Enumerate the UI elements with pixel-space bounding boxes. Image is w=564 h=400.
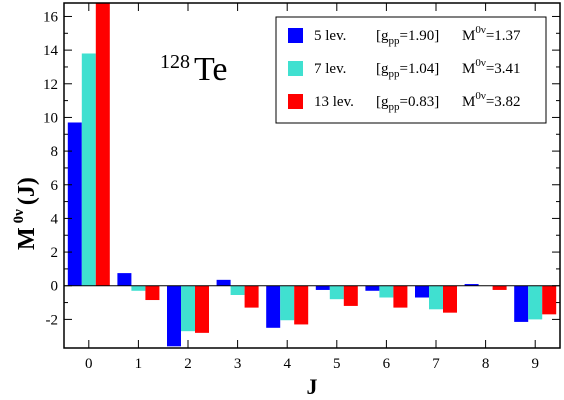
legend-m-label: M <box>462 94 475 110</box>
legend-series-name: 7 lev. <box>314 61 346 77</box>
bar-13-lev-j8 <box>492 285 507 290</box>
legend-series-name: 5 lev. <box>314 28 346 44</box>
bar-5-lev-j9 <box>514 285 529 322</box>
bar-13-lev-j9 <box>542 285 557 315</box>
bar-7-lev-j5 <box>329 285 344 300</box>
bar-5-lev-j8 <box>464 284 479 286</box>
bar-13-lev-j1 <box>145 285 160 301</box>
legend-gpp-value: =0.83] <box>400 94 440 110</box>
bar-5-lev-j6 <box>365 285 380 291</box>
bar-13-lev-j4 <box>294 285 309 325</box>
x-tick-label: 3 <box>234 356 242 372</box>
legend-m-value: =3.82 <box>486 94 521 110</box>
legend-gpp-sub: pp <box>389 101 401 113</box>
plot-frame <box>63 2 561 349</box>
bar-7-lev-j4 <box>280 285 295 321</box>
y-axis-title-suffix: (J) <box>14 177 40 205</box>
bar-5-lev-j7 <box>415 285 429 298</box>
legend-m-value: =3.41 <box>486 61 521 77</box>
bar-13-lev-j0 <box>95 3 110 286</box>
bar-5-lev-j1 <box>117 273 132 286</box>
x-axis-title: J <box>307 374 318 399</box>
legend-swatch <box>288 94 303 109</box>
x-tick-label: 0 <box>85 356 93 372</box>
bar-13-lev-j5 <box>343 285 358 306</box>
bar-7-lev-j3 <box>230 285 245 295</box>
bar-5-lev-j5 <box>315 285 330 290</box>
legend-swatch <box>288 28 303 43</box>
legend-entry: 5 lev. [gpp=1.90] M0ν=1.37 <box>314 24 521 47</box>
bar-5-lev-j3 <box>216 279 231 286</box>
x-tick-label: 5 <box>333 356 341 372</box>
legend-gpp-label: [g <box>376 28 389 44</box>
legend-gpp-value: =1.04] <box>400 61 440 77</box>
legend-entry: 7 lev. [gpp=1.04] M0ν=3.41 <box>314 57 521 80</box>
y-axis-title: M 0ν (J) <box>10 177 40 250</box>
y-tick-label: 6 <box>51 178 59 194</box>
x-tick-label: 8 <box>482 356 490 372</box>
legend-m-value: =1.37 <box>486 28 521 44</box>
bar-5-lev-j4 <box>266 285 281 328</box>
x-tick-label: 6 <box>383 356 391 372</box>
legend-gpp-sub: pp <box>389 35 401 47</box>
legend-gpp-label: [g <box>376 61 389 77</box>
legend-m-label: M <box>462 61 475 77</box>
x-axis: 0 1 2 3 4 5 6 7 8 9 <box>85 3 539 372</box>
legend-m-sup: 0ν <box>475 57 486 69</box>
y-tick-label: 16 <box>43 9 59 25</box>
bar-5-lev-j2 <box>167 285 181 347</box>
x-tick-label: 2 <box>184 356 192 372</box>
bar-7-lev-j1 <box>131 285 146 291</box>
legend-entry: 13 lev. [gpp=0.83] M0ν=3.82 <box>314 90 521 113</box>
bar-7-lev-j7 <box>429 285 443 310</box>
x-tick-label: 4 <box>283 356 291 372</box>
bar-7-lev-j9 <box>528 285 543 320</box>
bar-13-lev-j3 <box>244 285 259 308</box>
bar-7-lev-j2 <box>181 285 195 332</box>
x-tick-label: 9 <box>531 356 539 372</box>
bars-group <box>67 3 557 347</box>
y-tick-label: 4 <box>51 211 59 227</box>
legend-swatch <box>288 61 303 76</box>
bar-13-lev-j6 <box>393 285 408 308</box>
y-tick-label: 2 <box>51 245 59 261</box>
chart-title: 128 Te <box>160 51 228 88</box>
bar-7-lev-j0 <box>81 53 96 286</box>
x-tick-label: 7 <box>432 356 440 372</box>
y-tick-label: 0 <box>51 279 59 295</box>
y-axis-title-base: M <box>14 227 40 250</box>
y-axis: -2 0 2 4 6 8 10 12 14 16 <box>43 9 560 328</box>
chart-title-superscript: 128 <box>160 51 190 73</box>
legend: 5 lev. [gpp=1.90] M0ν=1.377 lev. [gpp=1.04]… <box>275 16 547 124</box>
legend-box <box>275 16 547 124</box>
y-tick-label: 14 <box>43 43 59 59</box>
bar-13-lev-j2 <box>195 285 209 333</box>
bar-5-lev-j0 <box>67 122 82 286</box>
legend-series-name: 13 lev. <box>314 94 354 110</box>
bar-13-lev-j7 <box>443 285 457 313</box>
chart-title-text: Te <box>194 51 228 88</box>
y-tick-label: 12 <box>43 77 58 93</box>
bar-7-lev-j6 <box>379 285 394 298</box>
legend-m-sup: 0ν <box>475 24 486 36</box>
x-tick-label: 1 <box>135 356 143 372</box>
y-tick-label: 10 <box>43 110 58 126</box>
legend-gpp-sub: pp <box>389 68 401 80</box>
y-tick-label: -2 <box>46 312 59 328</box>
legend-gpp-label: [g <box>376 94 389 110</box>
y-tick-label: 8 <box>51 144 59 160</box>
legend-gpp-value: =1.90] <box>400 28 440 44</box>
legend-m-label: M <box>462 28 475 44</box>
y-axis-title-superscript: 0ν <box>11 209 27 224</box>
legend-m-sup: 0ν <box>475 90 486 102</box>
